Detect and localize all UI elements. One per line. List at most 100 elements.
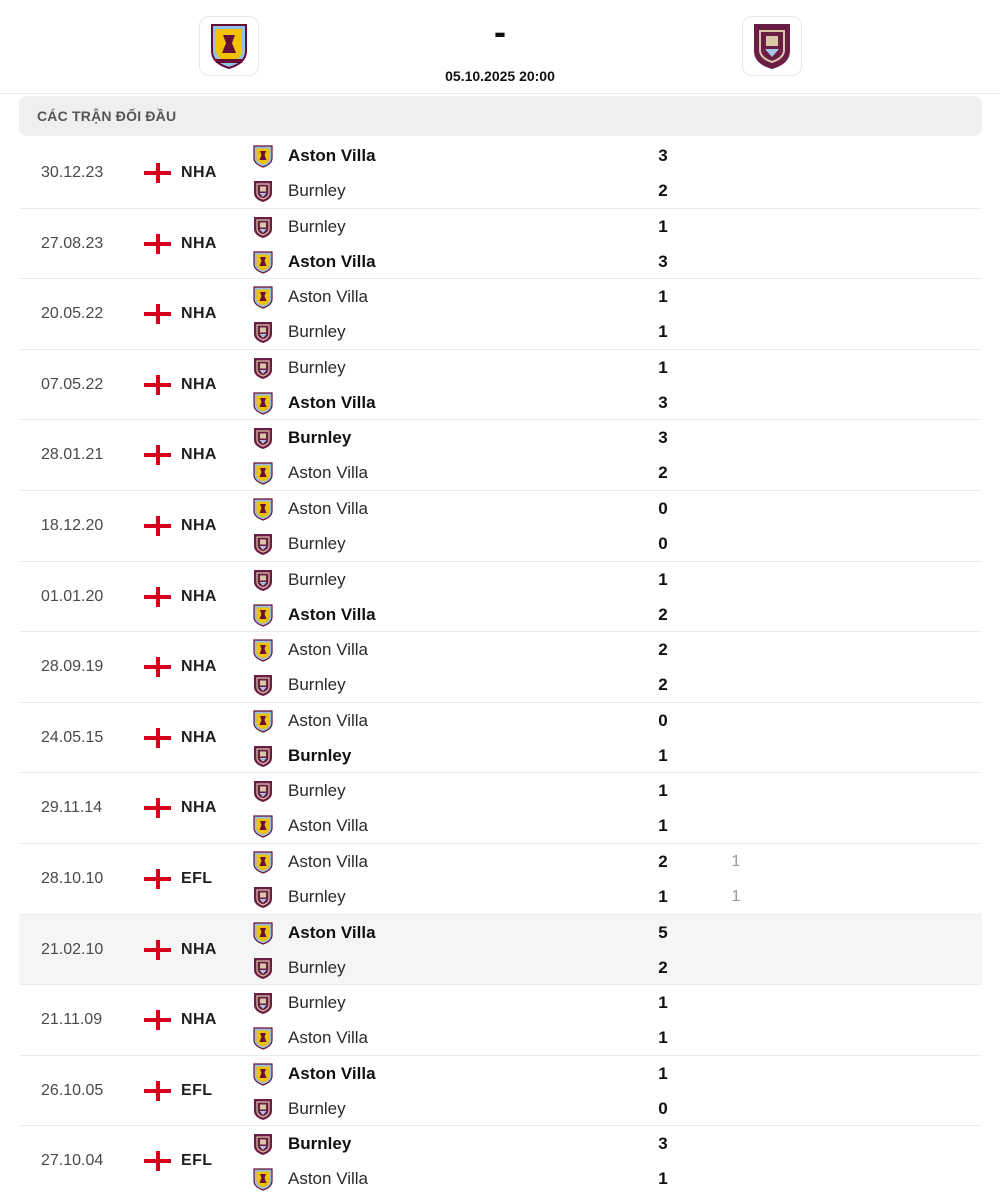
league-code: NHA bbox=[181, 799, 217, 817]
match-datetime: 05.10.2025 20:00 bbox=[445, 68, 555, 84]
team-name[interactable]: Aston Villa bbox=[288, 1063, 376, 1083]
team-score: 1 bbox=[658, 781, 668, 801]
team-name[interactable]: Burnley bbox=[288, 569, 346, 589]
england-flag-icon bbox=[144, 515, 171, 536]
match-row[interactable]: 18.12.20 NHA Aston Villa 0 Burnley 0 bbox=[19, 491, 982, 562]
match-row[interactable]: 01.01.20 NHA Burnley 1 Aston Villa 2 bbox=[19, 562, 982, 633]
aston-villa-crest-icon bbox=[251, 391, 275, 415]
team-score: 2 bbox=[658, 675, 668, 695]
team-name[interactable]: Burnley bbox=[288, 428, 352, 448]
match-row[interactable]: 30.12.23 NHA Aston Villa 3 Burnley 2 bbox=[19, 138, 982, 209]
team-score: 2 bbox=[658, 463, 668, 483]
team-name[interactable]: Burnley bbox=[288, 1098, 346, 1118]
team-name[interactable]: Aston Villa bbox=[288, 251, 376, 271]
team-name[interactable]: Burnley bbox=[288, 675, 346, 695]
team-row: Burnley 1 bbox=[251, 990, 951, 1016]
match-row[interactable]: 27.08.23 NHA Burnley 1 Aston Villa 3 bbox=[19, 209, 982, 280]
burnley-crest-icon bbox=[251, 568, 275, 592]
team-row: Aston Villa 1 bbox=[251, 1061, 951, 1087]
match-row[interactable]: 28.09.19 NHA Aston Villa 2 Burnley 2 bbox=[19, 632, 982, 703]
match-row[interactable]: 26.10.05 EFL Aston Villa 1 Burnley 0 bbox=[19, 1056, 982, 1127]
team-name[interactable]: Burnley bbox=[288, 322, 346, 342]
aston-villa-crest-icon bbox=[251, 1062, 275, 1086]
england-flag-icon bbox=[144, 163, 171, 183]
team-score: 1 bbox=[658, 1028, 668, 1048]
team-name[interactable]: Aston Villa bbox=[288, 498, 369, 518]
league-code: NHA bbox=[181, 587, 217, 605]
team-name[interactable]: Aston Villa bbox=[288, 287, 369, 307]
team-score: 5 bbox=[658, 922, 668, 942]
team-score: 0 bbox=[658, 533, 668, 553]
team-name[interactable]: Aston Villa bbox=[288, 392, 376, 412]
match-row[interactable]: 21.02.10 NHA Aston Villa 5 Burnley 2 bbox=[19, 914, 982, 986]
match-date: 24.05.15 bbox=[41, 728, 104, 746]
match-row[interactable]: 24.05.15 NHA Aston Villa 0 Burnley 1 bbox=[19, 703, 982, 774]
team-row: Aston Villa 0 bbox=[251, 496, 951, 522]
team-name[interactable]: Burnley bbox=[288, 886, 346, 906]
team-name[interactable]: Aston Villa bbox=[288, 851, 369, 871]
burnley-crest-icon bbox=[251, 179, 275, 203]
team-name[interactable]: Burnley bbox=[288, 533, 346, 553]
burnley-crest-icon bbox=[251, 779, 275, 803]
team-score: 1 bbox=[658, 993, 668, 1013]
match-row[interactable]: 27.10.04 EFL Burnley 3 Aston Villa 1 bbox=[19, 1126, 982, 1194]
head-to-head-list: 30.12.23 NHA Aston Villa 3 Burnley 2 27.08.23 N… bbox=[19, 138, 982, 1194]
team-name[interactable]: Burnley bbox=[288, 216, 346, 236]
team-row: Aston Villa 3 bbox=[251, 249, 951, 275]
aston-villa-crest-icon bbox=[251, 144, 275, 168]
team-score: 3 bbox=[658, 146, 668, 165]
team-name[interactable]: Burnley bbox=[288, 745, 352, 765]
team-name[interactable]: Aston Villa bbox=[288, 146, 376, 165]
burnley-crest-icon bbox=[251, 532, 275, 556]
team-score: 1 bbox=[658, 1063, 668, 1083]
away-team-logo[interactable] bbox=[742, 16, 802, 76]
team-name[interactable]: Burnley bbox=[288, 181, 346, 200]
team-score: 2 bbox=[658, 957, 668, 977]
england-flag-icon bbox=[144, 1080, 171, 1101]
team-score: 1 bbox=[658, 569, 668, 589]
team-row: Burnley 1 bbox=[251, 567, 951, 593]
team-row: Aston Villa 1 bbox=[251, 1025, 951, 1051]
team-name[interactable]: Aston Villa bbox=[288, 1169, 369, 1189]
burnley-crest-icon bbox=[251, 744, 275, 768]
match-row[interactable]: 20.05.22 NHA Aston Villa 1 Burnley 1 bbox=[19, 279, 982, 350]
match-row[interactable]: 21.11.09 NHA Burnley 1 Aston Villa 1 bbox=[19, 985, 982, 1056]
team-name[interactable]: Aston Villa bbox=[288, 922, 376, 942]
league-code: NHA bbox=[181, 164, 217, 181]
team-name[interactable]: Aston Villa bbox=[288, 816, 369, 836]
team-score: 0 bbox=[658, 1098, 668, 1118]
home-team-logo[interactable] bbox=[199, 16, 259, 76]
team-name[interactable]: Burnley bbox=[288, 781, 346, 801]
aston-villa-crest-icon bbox=[211, 24, 247, 69]
team-name[interactable]: Burnley bbox=[288, 1134, 352, 1154]
team-name[interactable]: Aston Villa bbox=[288, 710, 369, 730]
aston-villa-crest-icon bbox=[251, 497, 275, 521]
england-flag-icon bbox=[144, 374, 171, 395]
team-score: 1 bbox=[658, 1169, 668, 1189]
aston-villa-crest-icon bbox=[251, 285, 275, 309]
england-flag-icon bbox=[144, 1151, 171, 1172]
match-row[interactable]: 28.01.21 NHA Burnley 3 Aston Villa 2 bbox=[19, 420, 982, 491]
team-name[interactable]: Burnley bbox=[288, 993, 346, 1013]
team-name[interactable]: Burnley bbox=[288, 357, 346, 377]
match-row[interactable]: 29.11.14 NHA Burnley 1 Aston Villa 1 bbox=[19, 773, 982, 844]
team-row: Aston Villa 1 bbox=[251, 813, 951, 839]
team-row: Burnley 3 bbox=[251, 425, 951, 451]
team-name[interactable]: Aston Villa bbox=[288, 1028, 369, 1048]
match-row[interactable]: 28.10.10 EFL Aston Villa 2 1 Burnley 1 1 bbox=[19, 844, 982, 915]
team-name[interactable]: Burnley bbox=[288, 957, 346, 977]
team-name[interactable]: Aston Villa bbox=[288, 604, 376, 624]
team-name[interactable]: Aston Villa bbox=[288, 463, 369, 483]
team-row: Aston Villa 5 bbox=[251, 920, 951, 946]
match-date: 18.12.20 bbox=[41, 516, 104, 534]
team-row: Aston Villa 3 bbox=[251, 143, 951, 169]
match-row[interactable]: 07.05.22 NHA Burnley 1 Aston Villa 3 bbox=[19, 350, 982, 421]
team-row: Burnley 3 bbox=[251, 1131, 951, 1157]
match-date: 20.05.22 bbox=[41, 305, 104, 323]
team-name[interactable]: Aston Villa bbox=[288, 640, 369, 660]
match-date: 21.02.10 bbox=[41, 940, 104, 958]
england-flag-icon bbox=[144, 304, 171, 325]
team-score: 2 bbox=[658, 181, 668, 200]
aston-villa-crest-icon bbox=[251, 1167, 275, 1191]
aston-villa-crest-icon bbox=[251, 921, 275, 945]
